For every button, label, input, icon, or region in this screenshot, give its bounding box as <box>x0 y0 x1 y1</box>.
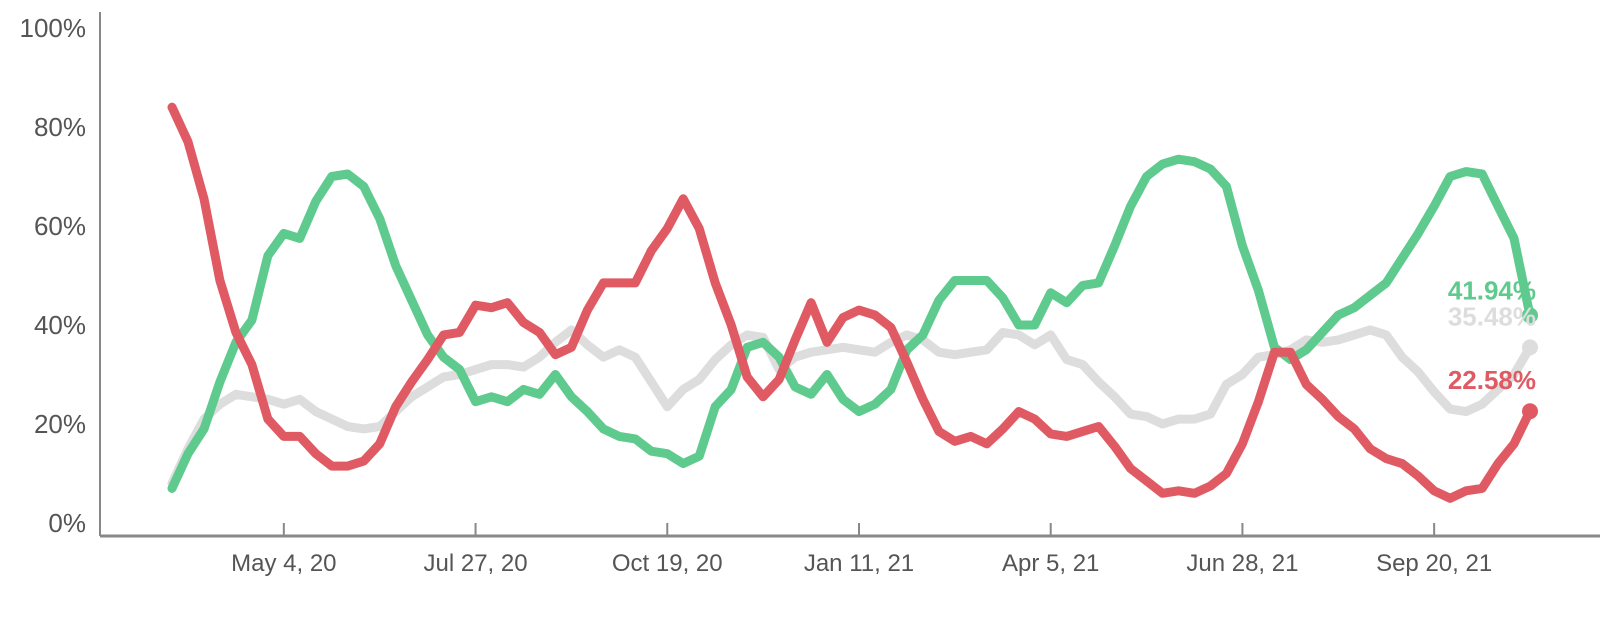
x-tick-label: Jun 28, 21 <box>1186 550 1298 577</box>
x-tick-label: May 4, 20 <box>231 550 336 577</box>
y-tick-label: 80% <box>34 112 86 142</box>
series-end-label: 41.94% <box>1448 275 1536 305</box>
series-end-point <box>1522 307 1538 324</box>
x-tick-label: Apr 5, 21 <box>1002 550 1099 577</box>
y-tick-label: 40% <box>34 310 86 340</box>
y-tick-label: 0% <box>48 508 86 538</box>
series-end-point <box>1522 403 1538 420</box>
x-tick-label: Jul 27, 20 <box>424 550 528 577</box>
y-tick-label: 100% <box>20 13 87 43</box>
x-tick-label: Oct 19, 20 <box>612 550 723 577</box>
y-tick-label: 20% <box>34 409 86 439</box>
series-line <box>167 102 1535 503</box>
series-end-label: 35.48% <box>1448 301 1536 331</box>
series-end-label: 22.58% <box>1448 365 1536 395</box>
x-tick-label: Sep 20, 21 <box>1376 550 1492 577</box>
series-lines <box>167 102 1538 503</box>
x-axis-ticks: May 4, 20 Jul 27, 20 Oct 19, 20 Jan 11, 21 A… <box>231 523 1492 577</box>
series-line <box>167 154 1535 493</box>
series-end-labels: 35.48%41.94% 22.58% <box>1448 275 1536 395</box>
series-end-point <box>1522 339 1538 356</box>
y-tick-label: 60% <box>34 211 86 241</box>
x-tick-label: Jan 11, 21 <box>804 550 914 577</box>
y-axis-ticks: 0% 20% 40% 60% 80% 100% <box>20 13 87 538</box>
